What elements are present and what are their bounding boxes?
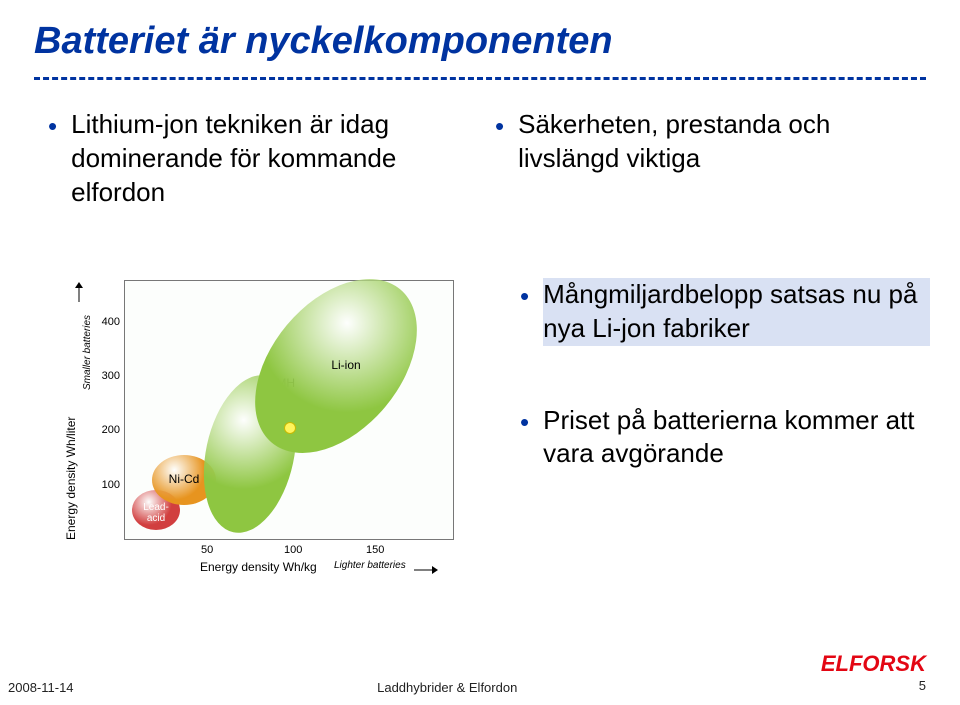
ytick: 400 [102, 316, 120, 328]
xaxis-label: Energy density Wh/kg [200, 560, 317, 574]
bullet-right-1: • Säkerheten, prestanda och livslängd vi… [495, 108, 912, 176]
bullet-left-1: • Lithium-jon tekniken är idag domineran… [48, 108, 465, 209]
right-col: • Säkerheten, prestanda och livslängd vi… [495, 108, 912, 227]
ytick: 200 [102, 424, 120, 436]
left-col: • Lithium-jon tekniken är idag domineran… [48, 108, 465, 227]
xtick: 50 [201, 544, 213, 556]
footer-date: 2008-11-14 [8, 680, 74, 695]
bullet-text: Mångmiljardbelopp satsas nu på nya Li-jo… [543, 278, 930, 346]
yaxis-label: Energy density Wh/liter [64, 417, 78, 540]
ytick: 300 [102, 370, 120, 382]
bullet-text: Lithium-jon tekniken är idag dominerande… [71, 108, 465, 209]
bullet-text: Priset på batterierna kommer att vara av… [543, 404, 930, 472]
page-title: Batteriet är nyckelkomponenten [0, 0, 960, 63]
bullet-dot-icon: • [495, 110, 504, 144]
right-bullets: • Mångmiljardbelopp satsas nu på nya Li-… [520, 278, 930, 489]
footer-right: ELFORSK 5 [821, 651, 926, 695]
title-text: Batteriet är nyckelkomponenten [34, 20, 613, 62]
arrow-right-icon [414, 562, 438, 580]
chart-ellipse-label-lead-acid: Lead- acid [126, 502, 186, 524]
bullet-dot-icon: • [520, 406, 529, 440]
chart-marker [284, 422, 296, 434]
bullet-dot-icon: • [48, 110, 57, 144]
bullet-right-2: • Mångmiljardbelopp satsas nu på nya Li-… [520, 278, 930, 346]
chart-ellipse-label-li-ion: Li-ion [316, 358, 376, 372]
logo: ELFORSK [821, 651, 926, 676]
smaller-batteries-label: Smaller batteries [82, 315, 93, 390]
top-bullets: • Lithium-jon tekniken är idag domineran… [0, 80, 960, 227]
bullet-text: Säkerheten, prestanda och livslängd vikt… [518, 108, 912, 176]
lighter-batteries-label: Lighter batteries [334, 560, 406, 571]
footer-center: Laddhybrider & Elfordon [377, 680, 517, 695]
energy-density-chart: Lead- acidNi-CdNi-MHLi-ion40030020010050… [34, 270, 494, 630]
arrow-up-icon [74, 282, 84, 307]
footer: 2008-11-14 Laddhybrider & Elfordon ELFOR… [0, 651, 960, 695]
xtick: 150 [366, 544, 384, 556]
bullet-right-3: • Priset på batterierna kommer att vara … [520, 404, 930, 472]
ytick: 100 [102, 479, 120, 491]
bullet-dot-icon: • [520, 280, 529, 314]
xtick: 100 [284, 544, 302, 556]
page-number: 5 [919, 678, 926, 693]
